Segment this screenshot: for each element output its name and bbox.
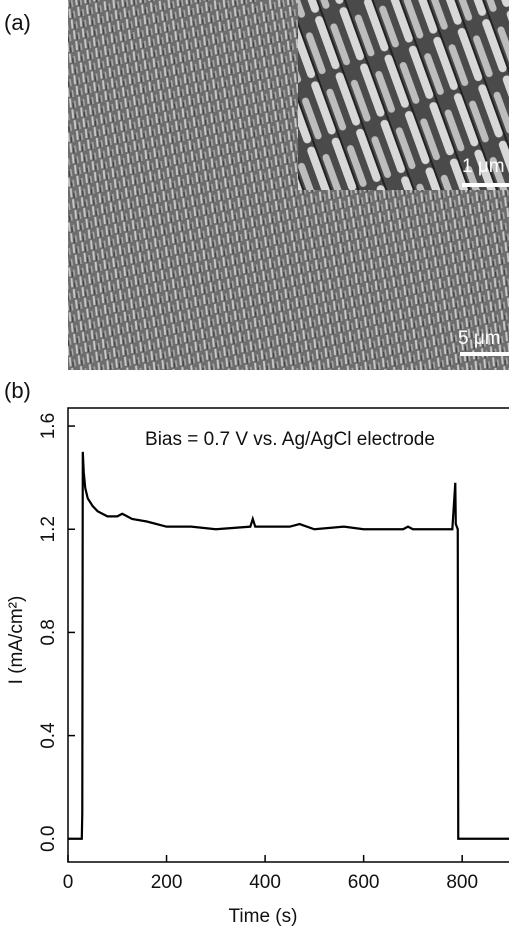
scale-bar [462,183,509,187]
x-tick-label: 600 [348,872,380,893]
y-tick-label: 0.4 [38,722,59,749]
scale-label: 5 μm [458,328,501,349]
sem-inset [298,0,509,190]
x-tick-label: 800 [446,872,478,893]
scale-label: 1 μm [462,156,505,177]
x-tick-label: 200 [151,872,183,893]
y-tick-label: 1.6 [38,413,59,439]
panel-label: (a) [4,10,31,35]
annotation: Bias = 0.7 V vs. Ag/AgCl electrode [145,429,435,450]
x-axis-title: Time (s) [229,906,298,927]
data-line [68,451,509,840]
plot-frame [67,407,509,863]
y-tick-label: 0.8 [38,619,59,645]
y-axis-title: I (mA/cm²) [6,596,27,685]
panel-label: (b) [4,378,31,403]
y-tick-label: 1.2 [38,516,59,542]
x-tick-label: 400 [249,872,281,893]
x-tick-label: 0 [63,872,74,893]
scale-bar [460,352,509,356]
y-tick-label: 0.0 [38,826,59,852]
